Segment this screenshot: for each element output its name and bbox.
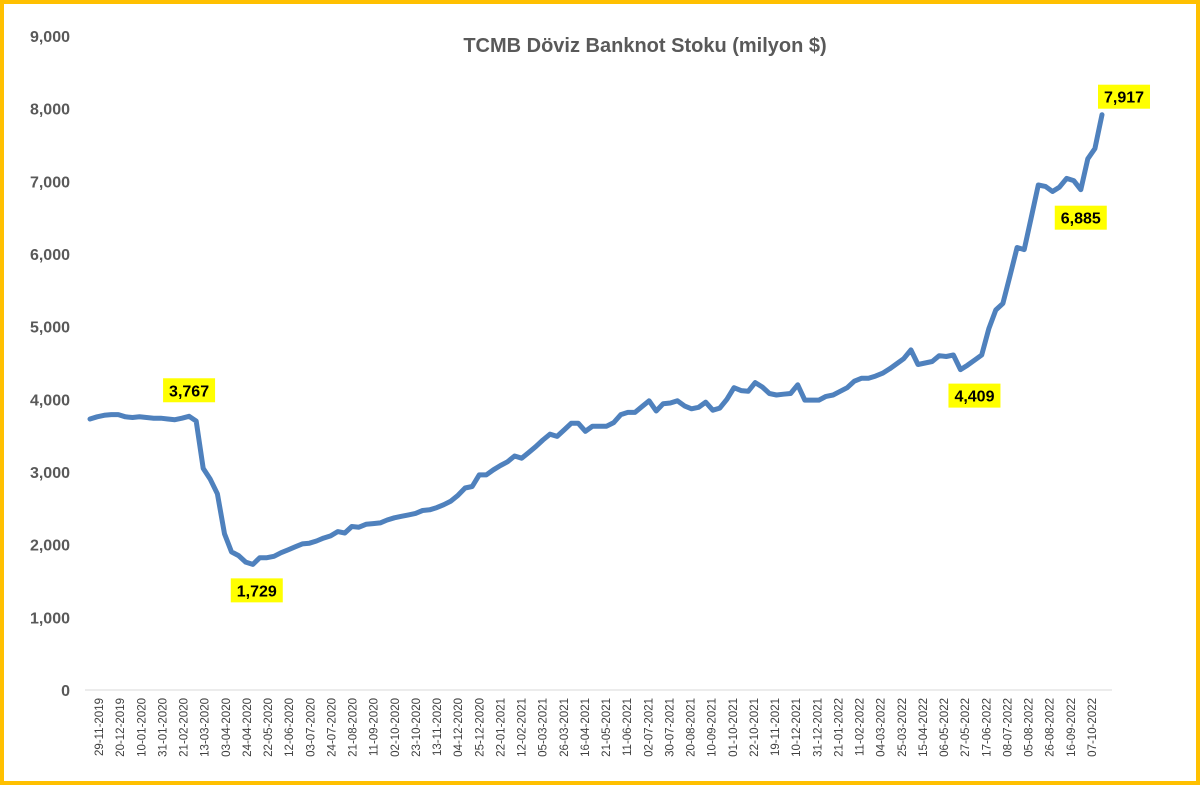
y-tick-label: 3,000: [30, 465, 70, 482]
x-tick-label: 04-12-2020: [453, 698, 465, 757]
data-label-background: [948, 383, 1001, 408]
x-tick-label: 22-10-2021: [749, 698, 761, 757]
x-tick-label: 10-01-2020: [136, 698, 148, 757]
x-tick-label: 15-04-2022: [918, 698, 930, 757]
x-axis: 29-11-2019 20-12-2019 10-01-2020 31-01-2020…: [94, 698, 1099, 757]
x-tick-label: 11-06-2021: [622, 698, 634, 756]
data-label: 7,917: [1098, 84, 1150, 109]
x-tick-label: 16-04-2021: [580, 698, 592, 757]
y-tick-label: 2,000: [30, 538, 70, 555]
x-tick-label: 10-09-2021: [707, 698, 719, 757]
x-tick-label: 02-07-2021: [643, 698, 655, 757]
x-tick-label: 11-02-2022: [855, 698, 867, 756]
x-tick-label: 02-10-2020: [390, 698, 402, 757]
data-labels: 3,767 1,729 4,409 6,885 7,917: [163, 84, 1150, 603]
series-line: [87, 112, 1105, 567]
y-tick-label: 9,000: [30, 29, 70, 46]
x-tick-label: 12-02-2021: [517, 698, 529, 757]
x-tick-label: 27-05-2022: [960, 698, 972, 757]
x-tick-label: 24-04-2020: [242, 698, 254, 757]
x-tick-label: 25-12-2020: [474, 698, 486, 757]
y-tick-label: 4,000: [30, 392, 70, 409]
data-label-background: [230, 578, 283, 603]
x-tick-label: 21-05-2021: [601, 698, 613, 757]
x-tick-label: 30-07-2021: [664, 698, 676, 757]
data-label-text: 6,885: [1061, 211, 1101, 228]
data-label: 3,767: [163, 378, 216, 403]
x-tick-label: 04-03-2022: [876, 698, 888, 757]
x-tick-label: 08-07-2022: [1002, 698, 1014, 757]
data-label-text: 1,729: [237, 583, 277, 600]
x-tick-label: 22-01-2021: [495, 698, 507, 757]
y-tick-label: 8,000: [30, 102, 70, 119]
x-tick-label: 20-12-2019: [115, 698, 127, 757]
x-tick-label: 26-08-2022: [1045, 698, 1057, 757]
x-tick-label: 16-09-2022: [1066, 698, 1078, 757]
x-tick-label: 05-03-2021: [538, 698, 550, 757]
x-tick-label: 29-11-2019: [94, 698, 106, 756]
x-tick-label: 12-06-2020: [284, 698, 296, 757]
x-tick-label: 23-10-2020: [411, 698, 423, 757]
x-tick-label: 03-04-2020: [221, 698, 233, 757]
x-tick-label: 19-11-2021: [770, 698, 782, 756]
x-tick-label: 11-09-2020: [369, 698, 381, 756]
x-tick-label: 06-05-2022: [939, 698, 951, 757]
x-tick-label: 20-08-2021: [686, 698, 698, 757]
line-chart: TCMB Döviz Banknot Stoku (milyon $) 0 1,0…: [30, 29, 1150, 757]
y-tick-label: 0: [61, 683, 70, 700]
x-tick-label: 05-08-2022: [1024, 698, 1036, 757]
x-tick-label: 21-08-2020: [348, 698, 360, 757]
x-tick-label: 13-03-2020: [200, 698, 212, 757]
data-label-text: 4,409: [954, 389, 994, 406]
data-label: 4,409: [948, 383, 1001, 408]
y-tick-label: 1,000: [30, 610, 70, 627]
chart-title: TCMB Döviz Banknot Stoku (milyon $): [463, 35, 826, 57]
data-label-text: 3,767: [169, 383, 209, 400]
data-label-background: [1098, 84, 1150, 109]
data-label-text: 7,917: [1104, 90, 1144, 107]
x-tick-label: 31-01-2020: [157, 698, 169, 757]
x-tick-label: 26-03-2021: [559, 698, 571, 757]
x-tick-label: 25-03-2022: [897, 698, 909, 757]
data-label: 1,729: [230, 578, 283, 603]
x-tick-label: 13-11-2020: [432, 698, 444, 756]
y-tick-label: 5,000: [30, 320, 70, 337]
data-label-background: [163, 378, 216, 403]
y-tick-label: 7,000: [30, 174, 70, 191]
x-tick-label: 21-02-2020: [179, 698, 191, 757]
data-label-background: [1054, 205, 1107, 230]
x-tick-label: 17-06-2022: [981, 698, 993, 757]
x-tick-label: 01-10-2021: [728, 698, 740, 757]
x-tick-label: 03-07-2020: [305, 698, 317, 757]
x-tick-label: 10-12-2021: [791, 698, 803, 757]
y-tick-label: 6,000: [30, 247, 70, 264]
x-tick-label: 22-05-2020: [263, 698, 275, 757]
y-axis: 0 1,000 2,000 3,000 4,000 5,000 6,000 7,000 8,00…: [30, 29, 70, 700]
data-label: 6,885: [1054, 205, 1107, 230]
x-tick-label: 31-12-2021: [812, 698, 824, 757]
x-tick-label: 24-07-2020: [326, 698, 338, 757]
x-tick-label: 07-10-2022: [1087, 698, 1099, 757]
x-tick-label: 21-01-2022: [833, 698, 845, 757]
